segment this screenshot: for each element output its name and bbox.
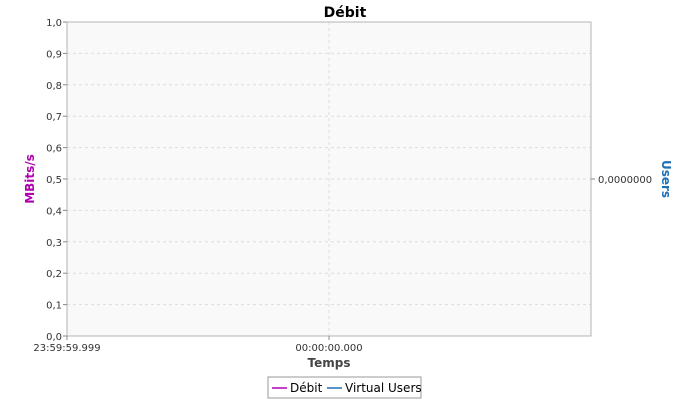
x-axis-label: Temps <box>308 356 351 370</box>
y-tick-label: 0,7 <box>46 112 62 123</box>
grid-lines <box>67 21 591 336</box>
y2-axis-label: Users <box>659 160 673 198</box>
y-tick-label: 0,1 <box>46 301 62 312</box>
legend-box <box>267 376 422 399</box>
y2-tick-label: 0,0000000 <box>598 175 652 186</box>
y-axis-label: MBits/s <box>23 154 37 204</box>
legend: Débit Virtual Users <box>267 376 422 399</box>
y-tick-label: 0,9 <box>46 49 62 60</box>
chart-title: Débit <box>324 5 367 21</box>
legend-label-debit: Débit <box>290 381 323 395</box>
y-tick-label: 0,2 <box>46 269 62 280</box>
y-tick-label: 0,4 <box>46 206 62 217</box>
y-tick-label: 1,0 <box>46 18 62 29</box>
y-axis-ticks: 0,0 0,1 0,2 0,3 0,4 0,5 0,6 0,7 0,8 0,9 1,0 <box>46 18 67 343</box>
y-tick-label: 0,8 <box>46 81 62 92</box>
x-axis-ticks: 23:59:59.999 00:00:00.000 <box>33 336 363 354</box>
x-tick-label: 00:00:00.000 <box>295 343 362 354</box>
y-tick-label: 0,5 <box>46 175 62 186</box>
legend-label-virtual-users: Virtual Users <box>345 381 422 395</box>
y-tick-label: 0,0 <box>46 332 62 343</box>
y2-axis-ticks: 0,0000000 <box>591 175 652 186</box>
y-tick-label: 0,6 <box>46 144 62 155</box>
x-tick-label: 23:59:59.999 <box>33 343 100 354</box>
y-tick-label: 0,3 <box>46 238 62 249</box>
